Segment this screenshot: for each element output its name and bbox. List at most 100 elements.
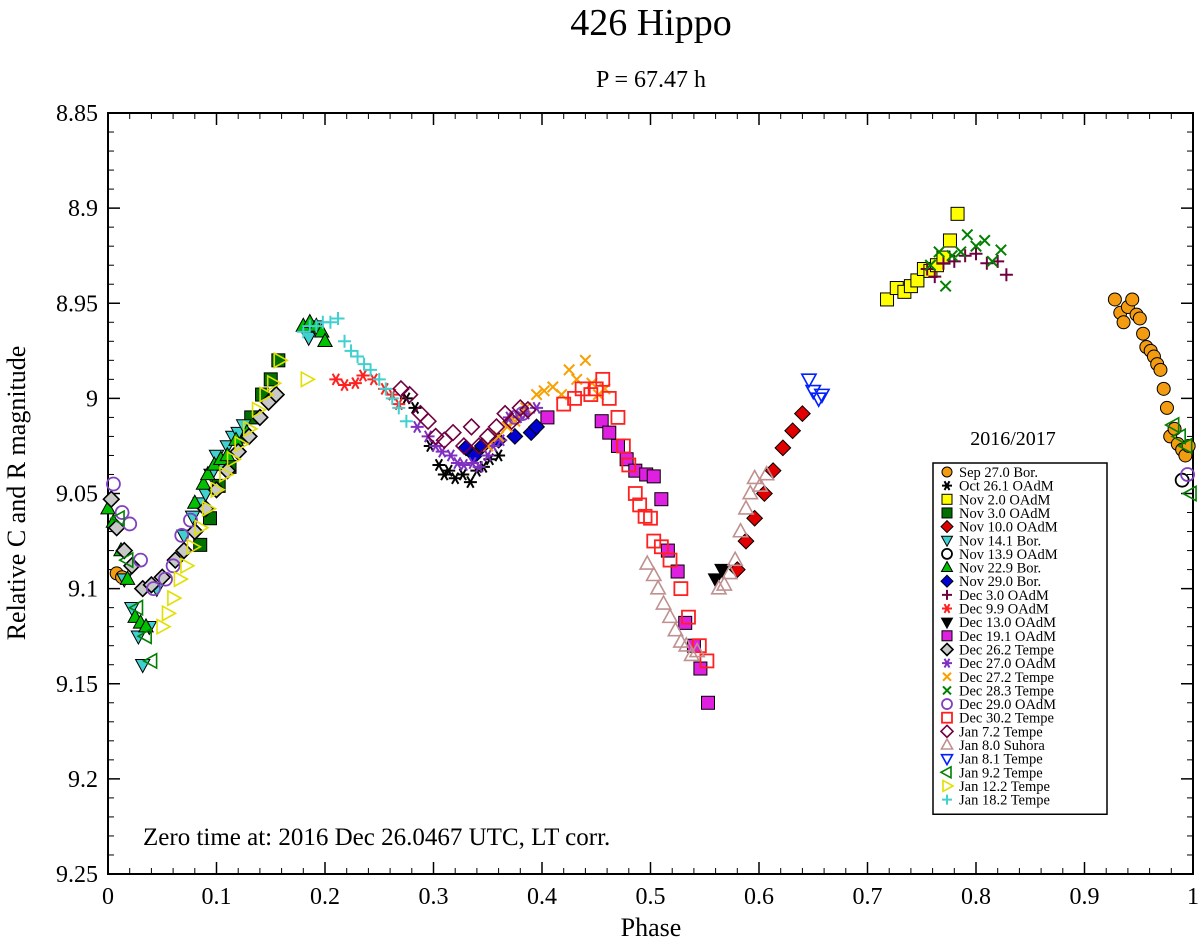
- legend-label: Jan 8.0 Suhora: [959, 738, 1045, 754]
- legend-marker: [942, 779, 955, 793]
- legend-marker: [942, 794, 952, 805]
- y-tick-label: 9: [86, 386, 98, 412]
- legend-label: Nov 22.9 Bor.: [959, 561, 1041, 577]
- chart-title: 426 Hippo: [570, 2, 732, 44]
- data-point: [538, 384, 551, 397]
- data-point: [186, 538, 203, 556]
- y-tick-label: 9.15: [56, 672, 98, 698]
- legend-label: Dec 27.0 OAdM: [959, 656, 1056, 672]
- data-point: [364, 363, 378, 377]
- data-point: [317, 332, 333, 347]
- data-point: [444, 423, 462, 442]
- data-point: [156, 618, 172, 636]
- legend-marker: [942, 603, 952, 614]
- series-9: [920, 247, 1013, 284]
- data-point: [454, 437, 473, 455]
- data-point: [579, 354, 592, 367]
- data-point: [638, 554, 656, 570]
- legend-label: Dec 13.0 OAdM: [959, 615, 1056, 631]
- data-point: [610, 409, 626, 425]
- y-axis-label: Relative C and R magnitude: [2, 346, 31, 641]
- data-point: [250, 408, 269, 427]
- legend-marker: [941, 698, 953, 710]
- legend-marker: [940, 560, 954, 573]
- data-point: [119, 570, 136, 585]
- legend-marker: [941, 548, 953, 560]
- data-point: [462, 417, 481, 436]
- data-point: [670, 564, 685, 579]
- legend-label: Dec 9.9 OAdM: [959, 602, 1049, 618]
- legend-marker: [940, 617, 954, 630]
- data-point: [136, 627, 152, 645]
- chart-subtitle: P = 67.47 h: [596, 67, 706, 93]
- zero-time-annotation: Zero time at: 2016 Dec 26.0467 UTC, LT c…: [143, 824, 610, 851]
- legend-marker: [941, 466, 953, 478]
- data-point: [229, 442, 248, 461]
- data-point: [1136, 326, 1151, 341]
- data-point: [691, 638, 707, 654]
- data-point: [338, 378, 352, 392]
- legend-marker: [942, 480, 952, 491]
- data-point: [1164, 416, 1180, 434]
- series-23: [156, 351, 317, 636]
- data-point: [758, 465, 776, 481]
- legend-label: Dec 26.2 Tempe: [959, 642, 1054, 658]
- y-tick-label: 9.1: [68, 577, 98, 603]
- data-point: [183, 512, 198, 528]
- data-point: [661, 607, 679, 624]
- legend-box: [932, 462, 1108, 815]
- legend-marker: [940, 519, 954, 534]
- data-point: [746, 509, 764, 527]
- data-point: [627, 486, 643, 501]
- data-point: [300, 370, 317, 388]
- data-point: [432, 458, 446, 472]
- data-point: [721, 563, 739, 580]
- data-point: [793, 405, 811, 423]
- legend-label: Nov 14.1 Bor.: [959, 533, 1041, 549]
- data-point: [928, 270, 942, 284]
- data-point: [737, 532, 755, 550]
- data-point: [273, 351, 289, 369]
- data-point: [1181, 438, 1196, 453]
- series-21: [800, 373, 831, 408]
- series-18: [556, 371, 715, 669]
- series-4: [728, 405, 811, 579]
- legend-label: Jan 8.1 Tempe: [959, 752, 1043, 768]
- data-point: [174, 527, 190, 543]
- data-point: [726, 550, 744, 567]
- data-point: [677, 636, 695, 652]
- data-point: [643, 510, 658, 526]
- data-point: [813, 388, 831, 405]
- data-point: [715, 575, 733, 591]
- data-point: [400, 385, 419, 404]
- data-point: [746, 468, 764, 485]
- data-point: [357, 357, 371, 371]
- data-point: [978, 234, 991, 247]
- series-12: [540, 410, 716, 710]
- data-point: [654, 492, 669, 507]
- data-point: [1153, 362, 1168, 377]
- data-point: [348, 377, 362, 390]
- data-point: [1156, 381, 1171, 396]
- legend-label: Jan 9.2 Tempe: [959, 765, 1043, 781]
- legend-label: Nov 3.0 OAdM: [959, 506, 1051, 522]
- legend-label: Dec 29.0 OAdM: [959, 697, 1056, 713]
- data-point: [688, 641, 706, 658]
- axis-ticks: 0 0.1 0.2 0.3 0.4 0.5 0.6 0.7 0.8 0.9 1 8.85 8.9 8.95…: [56, 101, 1199, 910]
- x-tick-label: 0.6: [744, 884, 774, 910]
- data-point: [146, 581, 161, 597]
- data-point: [683, 645, 701, 662]
- data-point: [109, 509, 125, 527]
- data-point: [296, 325, 310, 339]
- data-point: [457, 458, 471, 472]
- data-point: [662, 552, 678, 568]
- data-point: [338, 334, 352, 348]
- data-point: [601, 390, 617, 406]
- y-tick-label: 8.95: [56, 291, 98, 317]
- data-point: [243, 420, 259, 438]
- x-tick-label: 0.7: [853, 884, 883, 910]
- data-point: [563, 363, 576, 376]
- data-point: [1177, 437, 1193, 455]
